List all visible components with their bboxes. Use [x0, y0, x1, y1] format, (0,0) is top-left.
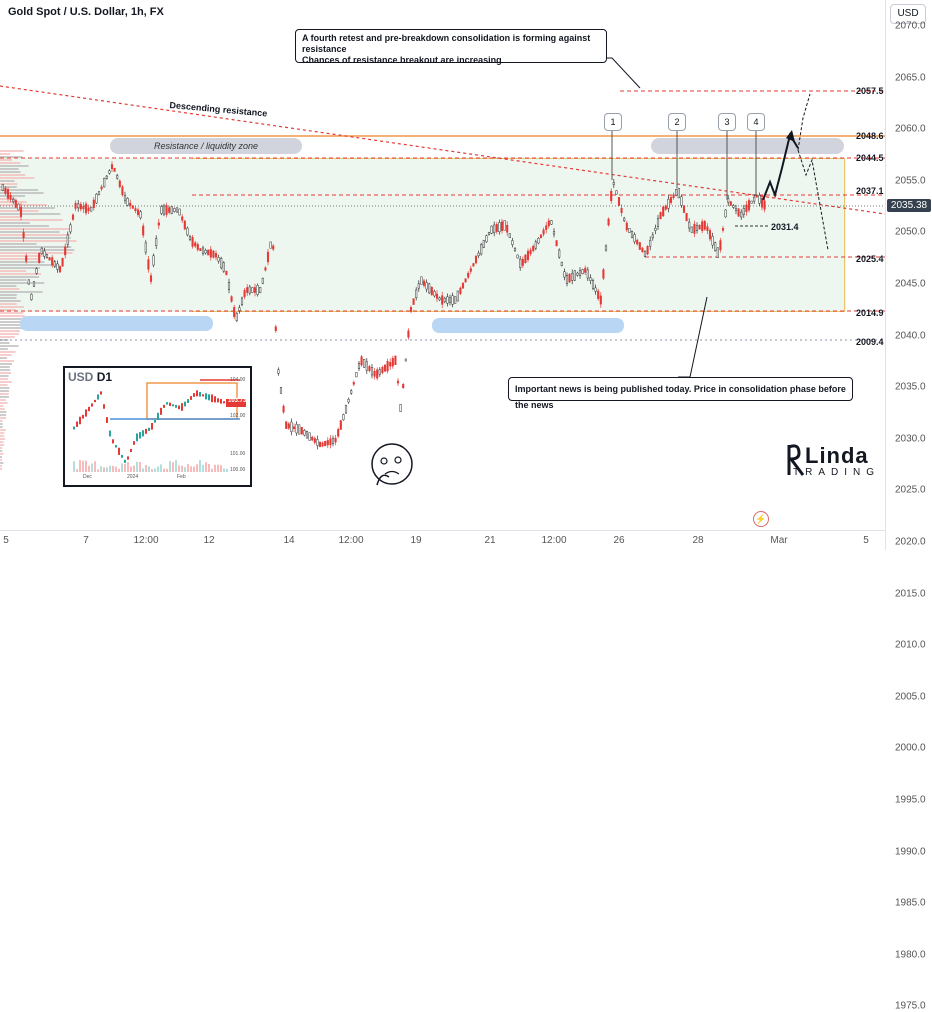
inset-y-tick: 104.00 — [230, 377, 246, 383]
price-axis[interactable] — [885, 0, 932, 550]
level-label-2044: 2044.5 — [856, 153, 884, 163]
bottom-callout[interactable]: Important news is being published today.… — [508, 377, 853, 410]
time-tick: 14 — [283, 535, 295, 546]
top-callout[interactable]: A fourth retest and pre-breakdown consol… — [295, 29, 607, 65]
time-tick: 12:00 — [133, 535, 159, 546]
projection-breakdown — [797, 149, 829, 251]
currency-button[interactable]: USD — [890, 4, 926, 24]
bottom-callout-pointer — [678, 296, 708, 378]
price-tick: 1995.0 — [895, 794, 926, 806]
level-label-2014: 2014.9 — [856, 308, 884, 318]
price-tick: 2050.0 — [895, 226, 926, 238]
retest-marker-1: 1 — [604, 113, 622, 131]
price-tick: 2040.0 — [895, 330, 926, 342]
price-tick: 2060.0 — [895, 123, 926, 135]
time-tick: 12 — [203, 535, 215, 546]
retest-marker-2: 2 — [668, 113, 686, 131]
level-label-2037: 2037.1 — [856, 186, 884, 196]
level-label-2048: 2048.6 — [856, 131, 884, 141]
time-tick: 12:00 — [338, 535, 364, 546]
linda-trading-logo: Linda TRADING — [785, 443, 875, 483]
time-tick: 5 — [863, 535, 869, 546]
retest-marker-4: 4 — [747, 113, 765, 131]
price-tick: 2025.0 — [895, 484, 926, 496]
symbol-title[interactable]: Gold Spot / U.S. Dollar, 1h, FX — [8, 6, 164, 18]
price-tick: 2020.0 — [895, 536, 926, 548]
thinking-face-icon — [371, 443, 413, 486]
price-chart[interactable] — [0, 0, 885, 530]
level-label-2057: 2057.5 — [856, 86, 884, 96]
inset-y-tick: 100.00 — [230, 467, 246, 473]
price-tick: 2055.0 — [895, 175, 926, 187]
descending-resistance-line — [0, 85, 885, 215]
inset-title: USD D1 — [68, 370, 113, 384]
inset-price-tag: 103.73 — [228, 398, 247, 404]
retest-marker-3: 3 — [718, 113, 736, 131]
level-label-2025: 2025.4 — [856, 254, 884, 264]
price-tick: 1975.0 — [895, 1000, 926, 1012]
volume-profile — [0, 150, 77, 470]
chart-plot[interactable]: Gold Spot / U.S. Dollar, 1h, FX Resistan… — [0, 0, 885, 530]
price-tick: 2065.0 — [895, 72, 926, 84]
resistance-pill-right — [651, 138, 844, 154]
time-tick: Mar — [770, 535, 788, 546]
time-tick: 7 — [83, 535, 89, 546]
price-tick: 2045.0 — [895, 278, 926, 290]
consolidation-zone — [0, 158, 846, 312]
inset-daily-chart: USD D1 103.73 104.00 102.00 101.00 100.0… — [63, 366, 252, 487]
price-tick: 1985.0 — [895, 897, 926, 909]
price-tick: 2005.0 — [895, 691, 926, 703]
inset-x-tick: Dec — [83, 474, 92, 480]
price-tick: 2010.0 — [895, 639, 926, 651]
support-pill-left — [20, 316, 213, 331]
inset-y-tick: 102.00 — [230, 413, 246, 419]
projection-breakout — [797, 93, 811, 151]
price-tick: 2035.0 — [895, 381, 926, 393]
price-tick: 2030.0 — [895, 433, 926, 445]
time-tick: 19 — [410, 535, 422, 546]
time-tick: 12:00 — [541, 535, 567, 546]
price-tick: 2015.0 — [895, 588, 926, 600]
last-price-tag: 2035.38 — [887, 199, 931, 212]
time-tick: 21 — [484, 535, 496, 546]
inset-x-tick: Feb — [177, 474, 186, 480]
resistance-zone-label: Resistance / liquidity zone — [110, 138, 302, 154]
support-pill-right — [432, 318, 624, 333]
price-tick: 2000.0 — [895, 742, 926, 754]
lightning-event-icon[interactable]: ⚡ — [753, 511, 769, 527]
inset-y-tick: 101.00 — [230, 451, 246, 457]
level-label-2031: 2031.4 — [771, 222, 799, 232]
inset-x-tick: 2024 — [127, 474, 139, 480]
time-tick: 26 — [613, 535, 625, 546]
price-tick: 1980.0 — [895, 949, 926, 961]
price-tick: 1990.0 — [895, 846, 926, 858]
level-label-2009: 2009.4 — [856, 337, 884, 347]
candlesticks — [1, 161, 766, 450]
time-tick: 28 — [692, 535, 704, 546]
time-axis[interactable] — [0, 530, 885, 551]
time-tick: 5 — [3, 535, 9, 546]
price-tick: 2070.0 — [895, 20, 926, 32]
